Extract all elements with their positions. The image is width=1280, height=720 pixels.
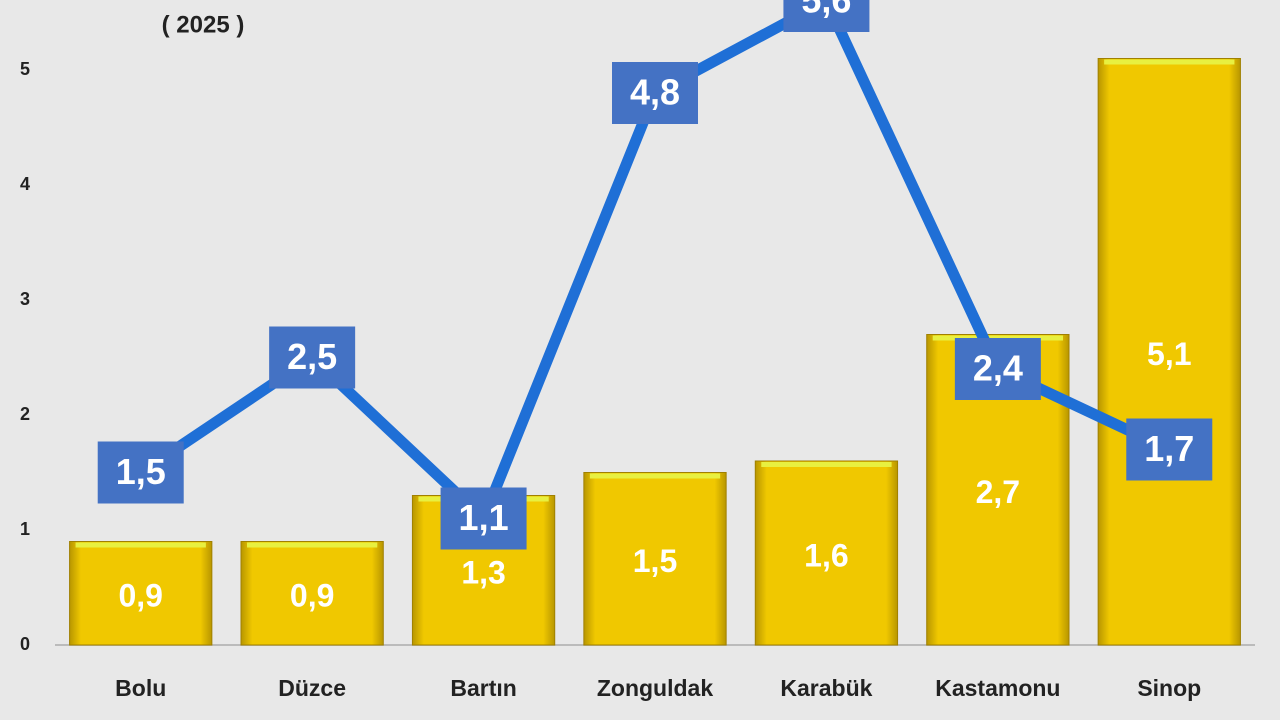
bar-value-label: 5,1 xyxy=(1147,336,1191,372)
point-label-box xyxy=(440,487,527,550)
x-tick-label: Zonguldak xyxy=(597,675,713,701)
y-tick-label: 1 xyxy=(20,519,30,539)
point-value-label: 1,7 xyxy=(1144,428,1194,469)
point-value-label: 5,6 xyxy=(801,0,851,21)
bar-value-label: 1,6 xyxy=(804,537,848,573)
bar-highlight xyxy=(247,542,378,548)
point-value-label: 1,5 xyxy=(116,451,166,492)
bar-value-label: 0,9 xyxy=(290,578,334,614)
x-tick-label: Karabük xyxy=(780,675,872,701)
point-label-box xyxy=(1126,418,1213,481)
bar xyxy=(240,541,384,646)
subtitle: ( 2025 ) xyxy=(162,11,245,38)
bar-value-label: 1,5 xyxy=(633,543,677,579)
bar-highlight xyxy=(75,542,206,548)
bar-highlight xyxy=(589,473,721,479)
bar xyxy=(69,541,213,646)
x-tick-label: Sinop xyxy=(1137,675,1201,701)
y-tick-label: 0 xyxy=(20,634,30,654)
bar-value-label: 0,9 xyxy=(118,578,162,614)
bar xyxy=(1097,58,1241,646)
x-tick-label: Bolu xyxy=(115,675,166,701)
bar-highlight xyxy=(1104,59,1235,65)
y-tick-label: 2 xyxy=(20,404,30,424)
point-value-label: 2,5 xyxy=(287,336,337,377)
bar xyxy=(583,472,727,646)
bar-highlight xyxy=(761,462,892,467)
x-tick-label: Kastamonu xyxy=(935,675,1060,701)
bar-value-label: 2,7 xyxy=(976,474,1020,510)
bar xyxy=(754,460,899,646)
bar-value-label: 1,3 xyxy=(461,555,505,591)
point-label-box xyxy=(783,0,870,32)
point-label-box xyxy=(97,441,184,504)
point-label-box xyxy=(612,62,698,124)
y-tick-label: 3 xyxy=(20,289,30,309)
point-label-box xyxy=(954,338,1041,400)
point-label-box xyxy=(269,326,356,389)
x-tick-label: Düzce xyxy=(278,675,346,701)
point-value-label: 1,1 xyxy=(459,497,509,538)
y-tick-label: 4 xyxy=(20,174,30,194)
point-value-label: 2,4 xyxy=(973,348,1023,389)
point-value-label: 4,8 xyxy=(630,72,680,113)
y-tick-label: 5 xyxy=(20,59,30,79)
x-tick-label: Bartın xyxy=(450,675,516,701)
